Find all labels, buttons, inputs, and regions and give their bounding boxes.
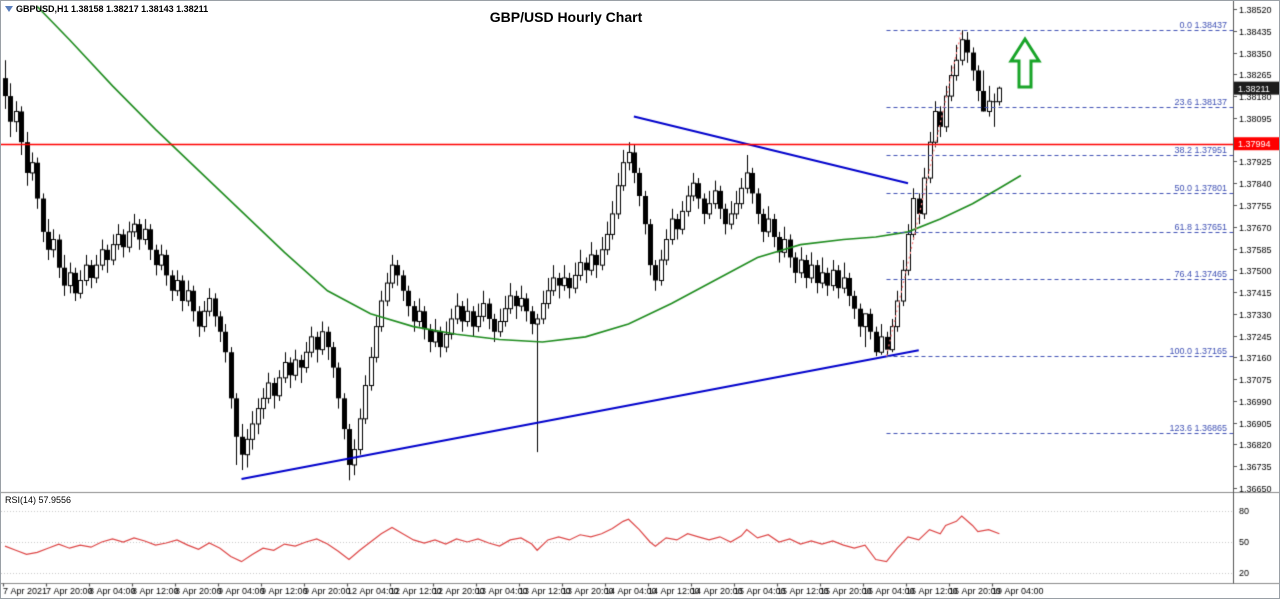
rsi-indicator-label: RSI(14) 57.9556 bbox=[5, 495, 72, 505]
symbol-ohlc-info: GBPUSD,H1 1.38158 1.38217 1.38143 1.3821… bbox=[5, 4, 208, 14]
symbol-marker-icon bbox=[5, 6, 13, 12]
chart-title: GBP/USD Hourly Chart bbox=[489, 9, 643, 25]
symbol-ohlc-text: GBPUSD,H1 1.38158 1.38217 1.38143 1.3821… bbox=[16, 4, 209, 14]
